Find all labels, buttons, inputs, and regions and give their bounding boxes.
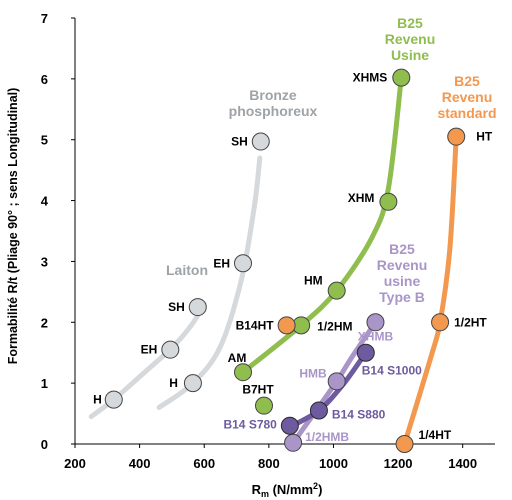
point-label-h: H xyxy=(169,376,178,390)
point-label-b14-s1000: B14 S1000 xyxy=(362,364,422,378)
x-axis-label: Rm (N/mm2) xyxy=(252,481,323,499)
point-usine-am xyxy=(234,363,252,382)
point-usine-xhms xyxy=(392,68,411,87)
x-tick-label: 200 xyxy=(64,456,86,471)
x-tick-label: 600 xyxy=(193,456,215,471)
y-tick-label: 4 xyxy=(41,194,49,209)
point-standard-1-2ht xyxy=(431,313,450,332)
axes: 0 1 2 3 4 5 6 7 200 400 600 800 1000 1200 1400 xyxy=(41,11,495,471)
point-label-xhm: XHM xyxy=(348,191,375,205)
point-label-b14-s780: B14 S780 xyxy=(223,418,277,432)
point-b7ht xyxy=(255,396,273,415)
y-tick-label: 1 xyxy=(41,376,48,391)
point-laiton-h xyxy=(104,390,123,409)
point-label-b14-s880: B14 S880 xyxy=(332,408,386,422)
point-dark-b14-s1000 xyxy=(356,343,375,362)
group-label-laiton: Laiton xyxy=(166,262,208,278)
group-label-usine: B25 Revenu Usine xyxy=(385,15,436,63)
point-typeb-hmb xyxy=(327,372,346,391)
point-label-h: H xyxy=(93,393,102,407)
y-tick-label: 6 xyxy=(41,72,48,87)
point-label-sh: SH xyxy=(231,135,248,149)
point-laiton-eh xyxy=(161,340,180,359)
markers xyxy=(104,68,466,453)
x-tick-label: 1400 xyxy=(448,456,477,471)
point-label-1-2ht: 1/2HT xyxy=(454,315,487,329)
curve-dark xyxy=(287,350,369,430)
point-label-ht: HT xyxy=(476,130,493,144)
x-tick-label: 800 xyxy=(258,456,280,471)
point-standard-ht xyxy=(447,127,466,146)
point-label-1-2hm: 1/2HM xyxy=(317,319,352,333)
y-tick-label: 2 xyxy=(41,315,48,330)
y-tick-label: 5 xyxy=(41,133,48,148)
y-axis-label: Formabilité R/t (Pliage 90° ; sens Longi… xyxy=(6,88,20,365)
x-tick-label: 400 xyxy=(129,456,151,471)
point-typeb-1-2hmb xyxy=(284,433,303,452)
point-dark-b14-s780 xyxy=(280,416,299,435)
point-label-hmb: HMB xyxy=(299,366,327,380)
group-label-standard: B25 Revenu standard xyxy=(437,73,496,121)
point-label-xhms: XHMS xyxy=(353,71,388,85)
point-dark-b14-s880 xyxy=(309,401,328,420)
point-label-hm: HM xyxy=(304,274,323,288)
point-label-am: AM xyxy=(228,351,247,365)
point-usine-xhm xyxy=(379,192,398,211)
point-bronze-h xyxy=(183,374,202,393)
x-tick-label: 1000 xyxy=(319,456,348,471)
point-bronze-sh xyxy=(251,132,270,151)
point-label-1-2hmb: 1/2HMB xyxy=(305,430,349,444)
point-label-xhmb: XHMB xyxy=(358,329,394,343)
group-label-bronze: Bronze phosphoreux xyxy=(229,87,318,119)
point-label-1-4ht: 1/4HT xyxy=(419,428,452,442)
point-label-eh: EH xyxy=(213,256,230,270)
point-label-b14ht: B14HT xyxy=(236,318,275,332)
point-usine-hm xyxy=(327,281,346,300)
point-standard-1-4ht xyxy=(395,435,414,453)
y-tick-label: 0 xyxy=(41,437,48,452)
x-tick-label: 1200 xyxy=(384,456,413,471)
point-bronze-eh xyxy=(234,254,252,273)
labels: H EH SH H EH SH AM 1/2HM HM XHM XHMS 1/4HT 1/2HT HT 1/… xyxy=(93,15,496,444)
point-label-b7ht: B7HT xyxy=(242,383,274,397)
y-tick-label: 7 xyxy=(41,11,48,26)
y-tick-label: 3 xyxy=(41,254,48,269)
point-typeb-xhmb xyxy=(366,313,385,332)
point-b14ht xyxy=(277,316,296,335)
point-laiton-sh xyxy=(188,298,207,317)
point-label-eh: EH xyxy=(141,343,158,357)
point-label-sh: SH xyxy=(168,300,185,314)
group-label-typeb: B25 Revenu usine Type B xyxy=(377,241,428,305)
